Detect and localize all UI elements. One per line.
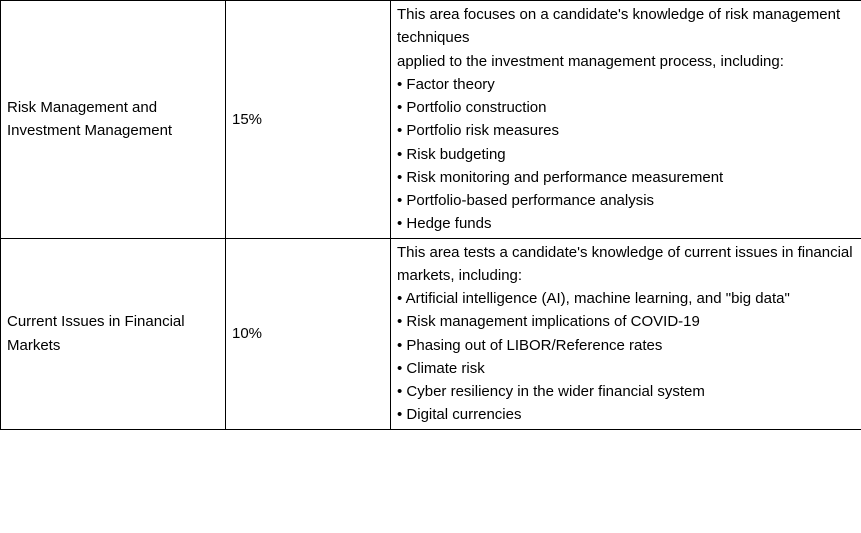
desc-line: This area tests a candidate's knowledge …: [397, 241, 855, 288]
table-row: Risk Management and Investment Managemen…: [1, 1, 861, 239]
weight-text: 10%: [232, 325, 262, 342]
weight-text: 15%: [232, 111, 262, 128]
desc-line: applied to the investment management pro…: [397, 50, 855, 73]
weight-cell: 15%: [226, 1, 391, 239]
desc-line: • Portfolio risk measures: [397, 119, 855, 142]
desc-line: • Climate risk: [397, 357, 855, 380]
description-cell: This area focuses on a candidate's knowl…: [391, 1, 861, 239]
weight-cell: 10%: [226, 238, 391, 429]
desc-line: • Artificial intelligence (AI), machine …: [397, 287, 855, 310]
desc-line: • Risk management implications of COVID-…: [397, 310, 855, 333]
desc-line: • Digital currencies: [397, 403, 855, 426]
description-cell: This area tests a candidate's knowledge …: [391, 238, 861, 429]
desc-line: • Portfolio construction: [397, 96, 855, 119]
table-row: Current Issues in Financial Markets 10% …: [1, 238, 861, 429]
desc-line: • Phasing out of LIBOR/Reference rates: [397, 334, 855, 357]
desc-line: • Risk monitoring and performance measur…: [397, 166, 855, 189]
desc-line: • Portfolio-based performance analysis: [397, 189, 855, 212]
syllabus-table-body: Risk Management and Investment Managemen…: [1, 1, 861, 430]
topic-cell: Current Issues in Financial Markets: [1, 238, 226, 429]
topic-text: Risk Management and Investment Managemen…: [7, 99, 172, 139]
topic-text: Current Issues in Financial Markets: [7, 313, 185, 353]
desc-line: This area focuses on a candidate's knowl…: [397, 3, 855, 50]
syllabus-table: Risk Management and Investment Managemen…: [0, 0, 861, 430]
desc-line: • Factor theory: [397, 73, 855, 96]
desc-line: • Cyber resiliency in the wider financia…: [397, 380, 855, 403]
topic-cell: Risk Management and Investment Managemen…: [1, 1, 226, 239]
desc-line: • Risk budgeting: [397, 143, 855, 166]
desc-line: • Hedge funds: [397, 212, 855, 235]
